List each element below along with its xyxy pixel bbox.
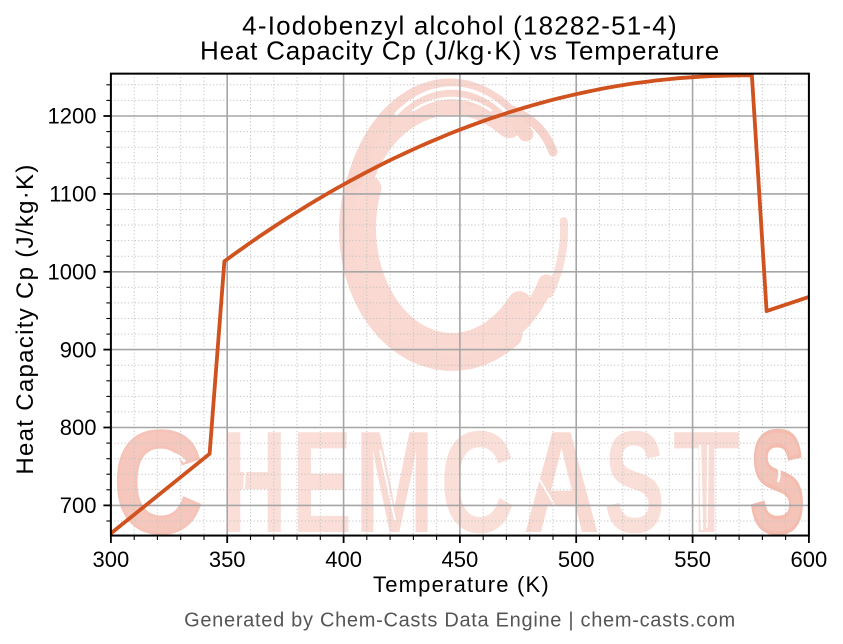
svg-text:C: C bbox=[113, 401, 203, 563]
svg-text:Heat Capacity Cp (J/kg·K) vs T: Heat Capacity Cp (J/kg·K) vs Temperature bbox=[200, 36, 720, 66]
svg-text:Generated by Chem-Casts Data E: Generated by Chem-Casts Data Engine | ch… bbox=[184, 610, 736, 632]
svg-text:C: C bbox=[440, 401, 515, 563]
svg-text:1000: 1000 bbox=[48, 260, 97, 285]
svg-text:350: 350 bbox=[209, 547, 246, 572]
svg-text:900: 900 bbox=[60, 337, 97, 362]
svg-text:1100: 1100 bbox=[49, 182, 96, 207]
svg-text:4-Iodobenzyl alcohol (18282-51: 4-Iodobenzyl alcohol (18282-51-4) bbox=[242, 11, 678, 41]
svg-text:450: 450 bbox=[442, 547, 479, 572]
svg-text:800: 800 bbox=[60, 415, 97, 440]
svg-text:1200: 1200 bbox=[48, 104, 97, 129]
svg-text:300: 300 bbox=[93, 547, 130, 572]
svg-text:T: T bbox=[673, 401, 740, 563]
svg-text:600: 600 bbox=[791, 547, 828, 572]
svg-text:700: 700 bbox=[60, 493, 97, 518]
svg-text:Temperature (K): Temperature (K) bbox=[373, 572, 550, 597]
svg-text:Heat Capacity Cp (J/kg·K): Heat Capacity Cp (J/kg·K) bbox=[12, 163, 39, 474]
svg-text:400: 400 bbox=[325, 547, 362, 572]
svg-text:500: 500 bbox=[558, 547, 595, 572]
svg-text:550: 550 bbox=[674, 547, 711, 572]
svg-text:S: S bbox=[750, 401, 805, 563]
svg-text:A: A bbox=[523, 401, 600, 563]
svg-text:H: H bbox=[221, 401, 287, 563]
svg-text:S: S bbox=[604, 401, 665, 563]
